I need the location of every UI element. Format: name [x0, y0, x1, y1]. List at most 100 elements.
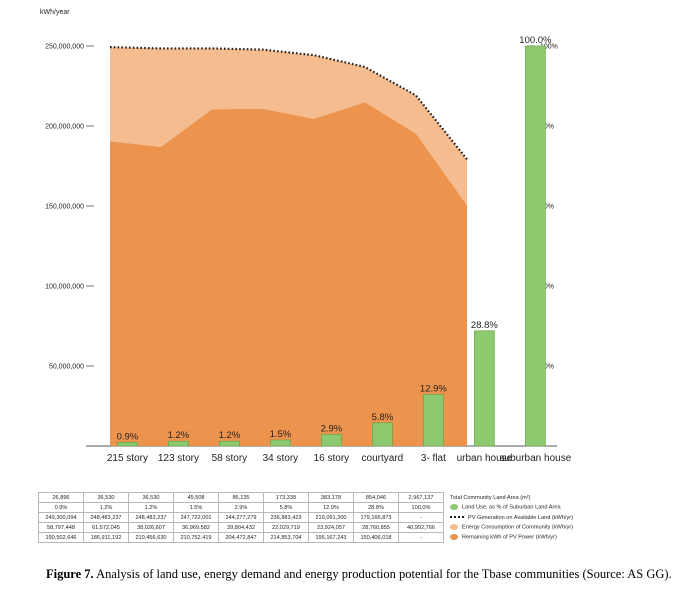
table-cell: 236,883,423 [263, 512, 309, 523]
table-cell: 38,026,607 [128, 522, 174, 533]
bar-series: 0.9% 1.2% 1.2% 1.5% 2.9% 5.8% 12.9% 28.8% 100.0% [117, 35, 552, 447]
table-legend: Land Use, as % of Suburban Land Area [444, 503, 633, 513]
table-cell: 190,502,646 [38, 532, 84, 543]
y-left-tick-label: 250,000,000 [45, 44, 84, 51]
x-tick-label: 58 story [212, 453, 248, 464]
table-cell: 12.9% [308, 502, 354, 513]
y-right-tick-label: 100% [540, 44, 558, 51]
table-cell: 2.9% [218, 502, 264, 513]
land-use-bar-label: 0.9% [117, 431, 139, 442]
table-cell: 383,178 [308, 492, 354, 503]
land-use-bar-label: 5.8% [372, 412, 394, 423]
table-cell: 248,483,237 [83, 512, 129, 523]
x-tick-label: 3- flat [421, 453, 446, 464]
table-row: 0.9% 1.2% 1.2% 1.5% 2.9% 5.8% 12.9% 28.8% 100.0%… [38, 502, 633, 513]
legend-label: Land Use, as % of Suburban Land Area [462, 504, 561, 511]
table-cell: 150,406,018 [353, 532, 399, 543]
legend-swatch [450, 504, 458, 511]
y-right-tick-label: 20% [540, 364, 554, 371]
table-cell: 86,135 [218, 492, 264, 503]
table-legend: Total Community Land Area (m²) [444, 493, 633, 503]
pv-generation-dotted-line [109, 46, 468, 161]
table-cell: 22,029,719 [263, 522, 309, 533]
y-left-tick-label: 100,000,000 [45, 284, 84, 291]
legend-swatch [450, 524, 458, 531]
table-cell: 28,760,855 [353, 522, 399, 533]
table-cell: 40,992,766 [398, 522, 444, 533]
land-use-bar-label: 1.2% [168, 430, 190, 441]
land-use-bar-label: 28.8% [471, 320, 498, 331]
x-tick-label: suburban house [500, 453, 572, 464]
land-use-bar [525, 45, 546, 447]
x-tick-label: urban house [457, 453, 513, 464]
table-cell: 23,924,057 [308, 522, 354, 533]
table-legend: Energy Consumption of Community (kWh/yr) [444, 523, 633, 533]
pv-generation-line [109, 46, 468, 161]
legend-label: PV Generation on Available Land (kWh/yr) [468, 514, 573, 521]
table-cell: 247,722,001 [173, 512, 219, 523]
data-table: 26,896 36,530 36,530 45,508 86,135 173,338 383… [38, 492, 633, 543]
table-cell: 179,166,873 [353, 512, 399, 523]
y-right-tick-label: 80% [540, 124, 554, 131]
table-cell: 5.8% [263, 502, 309, 513]
table-row: 58,797,448 61,572,045 38,026,607 36,969,582… [38, 522, 633, 533]
table-cell: - [398, 512, 444, 523]
area-series [110, 47, 467, 446]
x-tick-label: courtyard [362, 453, 404, 464]
table-cell: 1.2% [83, 502, 129, 513]
land-use-bar [219, 440, 240, 447]
x-tick-label: 123 story [158, 453, 199, 464]
y-left-tick-label: 50,000,000 [49, 364, 84, 371]
land-use-bar [321, 434, 342, 447]
legend-swatch [450, 516, 464, 519]
table-cell: 219,091,300 [308, 512, 354, 523]
x-tick-label: 215 story [107, 453, 148, 464]
land-use-bar [423, 394, 444, 447]
table-cell: 100.0% [398, 502, 444, 513]
table-cell: 1.2% [128, 502, 174, 513]
table-cell: 45,508 [173, 492, 219, 503]
table-cell: 214,853,704 [263, 532, 309, 543]
x-tick-label: 34 story [263, 453, 299, 464]
table-cell: 210,456,630 [128, 532, 174, 543]
table-cell: 61,572,045 [83, 522, 129, 533]
land-use-bar-label: 100.0% [519, 35, 552, 46]
land-use-bar [117, 442, 138, 447]
table-cell: 36,969,582 [173, 522, 219, 533]
figure-caption: Figure 7. Analysis of land use, energy d… [46, 567, 676, 582]
chart: kWh/year 250,000,000 100% 200,000,000 80% 15… [40, 9, 572, 464]
land-use-bar [372, 422, 393, 447]
table-cell: 36,530 [83, 492, 129, 503]
table-cell: 204,472,847 [218, 532, 264, 543]
table-row: 26,896 36,530 36,530 45,508 86,135 173,338 383… [38, 492, 633, 503]
table-cell: 1.5% [173, 502, 219, 513]
table-cell: 248,483,237 [128, 512, 174, 523]
legend-swatch [450, 534, 458, 541]
land-use-bar-label: 2.9% [321, 423, 343, 434]
table-row: 249,300,094 248,483,237 248,483,237 247,722… [38, 512, 633, 523]
land-use-bar [168, 440, 189, 447]
y-left-tick-label: 200,000,000 [45, 124, 84, 131]
land-use-bar [270, 439, 291, 447]
table-cell: 2,967,137 [398, 492, 444, 503]
table-cell: 28.8% [353, 502, 399, 513]
table-cell: 186,911,192 [83, 532, 129, 543]
table-legend: Remaining kWh of PV Power (kWh/yr) [444, 533, 633, 543]
energy-consumption-area [110, 47, 467, 206]
legend-label: Energy Consumption of Community (kWh/yr) [462, 524, 573, 531]
table-cell: 39,804,432 [218, 522, 264, 533]
legend-label: Total Community Land Area (m²) [450, 494, 531, 501]
table-cell: 58,797,448 [38, 522, 84, 533]
table-cell: 249,300,094 [38, 512, 84, 523]
table-cell: 36,530 [128, 492, 174, 503]
table-cell: 244,277,279 [218, 512, 264, 523]
y-left-tick-label: 150,000,000 [45, 204, 84, 211]
y-right-tick-label: 60% [540, 204, 554, 211]
x-axis-labels: 215 story 123 story 58 story 34 story 16 sto… [107, 453, 572, 464]
table-cell: 173,338 [263, 492, 309, 503]
land-use-bar [474, 330, 495, 447]
table-row: 190,502,646 186,911,192 210,456,630 210,752… [38, 532, 633, 543]
land-use-bar-label: 12.9% [420, 383, 447, 394]
table-cell: 854,046 [353, 492, 399, 503]
table-legend: PV Generation on Available Land (kWh/yr) [444, 513, 633, 523]
